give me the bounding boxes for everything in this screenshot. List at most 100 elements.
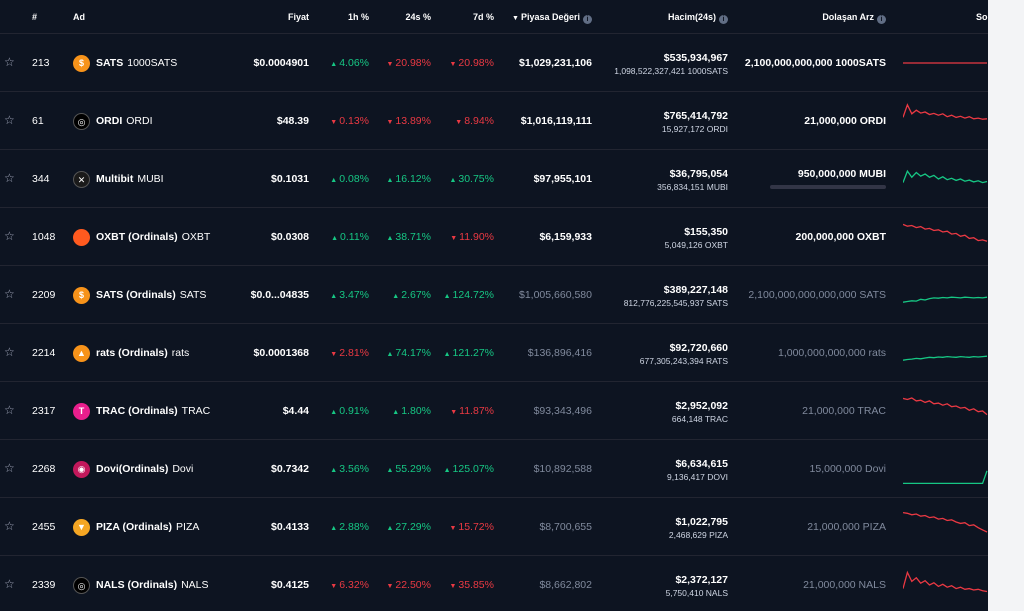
sparkline-chart bbox=[903, 470, 988, 485]
sparkline-chart bbox=[903, 296, 988, 303]
coin-name-link[interactable]: NALS (Ordinals) NALS bbox=[96, 579, 209, 591]
change-24h-cell: ▼ 20.98% bbox=[386, 57, 431, 69]
volume-cell[interactable]: $155,350 bbox=[684, 226, 728, 238]
volume-cell[interactable]: $2,952,092 bbox=[675, 400, 728, 412]
change-1h-cell: ▲ 3.47% bbox=[330, 289, 369, 301]
change-value: 27.29% bbox=[395, 521, 431, 533]
header-supply[interactable]: Dolaşan Arz i bbox=[822, 12, 886, 24]
change-value: 15.72% bbox=[458, 521, 494, 533]
change-value: 125.07% bbox=[452, 463, 494, 475]
oxbt-coin-icon bbox=[73, 229, 90, 246]
change-value: 8.94% bbox=[464, 115, 494, 127]
volume-coin-amount: 5,750,410 NALS bbox=[665, 588, 728, 598]
market-cap-cell: $93,343,496 bbox=[533, 405, 592, 417]
coin-name: Multibit bbox=[96, 173, 134, 185]
coin-name-link[interactable]: ORDI ORDI bbox=[96, 115, 153, 127]
star-icon[interactable]: ☆ bbox=[4, 171, 15, 185]
market-cap-cell: $8,662,802 bbox=[539, 579, 592, 591]
volume-coin-amount: 9,136,417 DOVI bbox=[667, 472, 728, 482]
change-value: 4.06% bbox=[339, 57, 369, 69]
coin-name: PIZA (Ordinals) bbox=[96, 521, 173, 533]
table-row[interactable]: ☆ 2268 ◉ Dovi(Ordinals) Dovi $0.7342 ▲ 3.56% ▲ 55… bbox=[0, 440, 988, 498]
header-last7[interactable]: Son bbox=[976, 12, 988, 22]
header-name[interactable]: Ad bbox=[73, 12, 85, 22]
change-value: 11.87% bbox=[459, 405, 494, 417]
header-supply-label: Dolaşan Arz bbox=[822, 12, 874, 22]
volume-cell[interactable]: $535,934,967 bbox=[663, 52, 728, 64]
star-icon[interactable]: ☆ bbox=[4, 287, 15, 301]
info-icon[interactable]: i bbox=[719, 15, 728, 24]
table-row[interactable]: ☆ 61 ◎ ORDI ORDI $48.39 ▼ 0.13% ▼ 13.89% ▼ 8.94% $1,… bbox=[0, 92, 988, 150]
header-7d[interactable]: 7d % bbox=[472, 12, 494, 22]
volume-cell[interactable]: $1,022,795 bbox=[675, 516, 728, 528]
change-1h-cell: ▼ 0.13% bbox=[330, 115, 369, 127]
caret-down-icon: ▼ bbox=[330, 583, 338, 590]
volume-cell[interactable]: $389,227,148 bbox=[663, 284, 728, 296]
info-icon[interactable]: i bbox=[583, 15, 592, 24]
star-icon[interactable]: ☆ bbox=[4, 461, 15, 475]
coin-name-link[interactable]: Dovi(Ordinals) Dovi bbox=[96, 463, 193, 475]
coin-name-link[interactable]: PIZA (Ordinals) PIZA bbox=[96, 521, 199, 533]
change-7d-cell: ▲ 124.72% bbox=[444, 289, 494, 301]
table-row[interactable]: ☆ 2317 T TRAC (Ordinals) TRAC $4.44 ▲ 0.91% ▲ 1.8… bbox=[0, 382, 988, 440]
change-24h-cell: ▲ 74.17% bbox=[386, 347, 431, 359]
header-market-cap[interactable]: ▼ Piyasa Değeri i bbox=[512, 12, 592, 24]
star-icon[interactable]: ☆ bbox=[4, 519, 15, 533]
change-24h-cell: ▲ 16.12% bbox=[386, 173, 431, 185]
caret-down-icon: ▼ bbox=[330, 351, 338, 358]
circulating-supply-cell: 21,000,000 TRAC bbox=[802, 405, 886, 417]
caret-down-icon: ▼ bbox=[330, 119, 338, 126]
coin-name-link[interactable]: rats (Ordinals) rats bbox=[96, 347, 189, 359]
volume-cell[interactable]: $765,414,792 bbox=[663, 110, 728, 122]
star-icon[interactable]: ☆ bbox=[4, 229, 15, 243]
header-volume[interactable]: Hacim(24s) i bbox=[668, 12, 728, 24]
volume-cell[interactable]: $2,372,127 bbox=[675, 574, 728, 586]
info-icon[interactable]: i bbox=[877, 15, 886, 24]
star-icon[interactable]: ☆ bbox=[4, 345, 15, 359]
change-7d-cell: ▼ 11.87% bbox=[450, 405, 494, 417]
caret-down-icon: ▼ bbox=[386, 583, 394, 590]
table-row[interactable]: ☆ 2209 $ SATS (Ordinals) SATS $0.0...04835 ▲ 3.… bbox=[0, 266, 988, 324]
change-value: 0.91% bbox=[339, 405, 369, 417]
crypto-table: # Ad Fiyat 1h % 24s % 7d % ▼ Piyasa Değer… bbox=[0, 0, 988, 611]
table-row[interactable]: ☆ 2214 ▲ rats (Ordinals) rats $0.0001368 ▼ 2.81… bbox=[0, 324, 988, 382]
table-row[interactable]: ☆ 1048 OXBT (Ordinals) OXBT $0.0308 ▲ 0.11% ▲ 38… bbox=[0, 208, 988, 266]
table-header: # Ad Fiyat 1h % 24s % 7d % ▼ Piyasa Değer… bbox=[0, 0, 988, 34]
coin-symbol: Dovi bbox=[172, 463, 194, 475]
caret-down-icon: ▼ bbox=[449, 583, 457, 590]
change-value: 2.88% bbox=[339, 521, 369, 533]
sparkline-chart bbox=[903, 511, 988, 533]
header-price[interactable]: Fiyat bbox=[287, 12, 309, 22]
header-24h[interactable]: 24s % bbox=[405, 12, 431, 22]
coin-name-link[interactable]: TRAC (Ordinals) TRAC bbox=[96, 405, 210, 417]
header-market-cap-label: Piyasa Değeri bbox=[520, 12, 580, 22]
coin-name-link[interactable]: SATS 1000SATS bbox=[96, 57, 177, 69]
header-1h[interactable]: 1h % bbox=[347, 12, 369, 22]
volume-cell[interactable]: $92,720,660 bbox=[669, 342, 728, 354]
coin-name: SATS bbox=[96, 57, 124, 69]
coin-name: TRAC (Ordinals) bbox=[96, 405, 178, 417]
table-row[interactable]: ☆ 2455 ▼ PIZA (Ordinals) PIZA $0.4133 ▲ 2.88% ▲ 2… bbox=[0, 498, 988, 556]
coin-name: Dovi(Ordinals) bbox=[96, 463, 169, 475]
star-icon[interactable]: ☆ bbox=[4, 55, 15, 69]
coin-symbol: PIZA bbox=[176, 521, 200, 533]
change-1h-cell: ▲ 0.08% bbox=[330, 173, 369, 185]
table-row[interactable]: ☆ 344 ✕ Multibit MUBI $0.1031 ▲ 0.08% ▲ 16.12% ▲ 30… bbox=[0, 150, 988, 208]
coin-name-link[interactable]: Multibit MUBI bbox=[96, 173, 164, 185]
star-icon[interactable]: ☆ bbox=[4, 113, 15, 127]
volume-cell[interactable]: $36,795,054 bbox=[669, 168, 728, 180]
change-1h-cell: ▼ 2.81% bbox=[330, 347, 369, 359]
table-row[interactable]: ☆ 213 $ SATS 1000SATS $0.0004901 ▲ 4.06% ▼ 20.98%… bbox=[0, 34, 988, 92]
caret-up-icon: ▲ bbox=[330, 467, 338, 474]
trac-coin-icon: T bbox=[73, 403, 90, 420]
table-row[interactable]: ☆ 2339 ◎ NALS (Ordinals) NALS $0.4125 ▼ 6.32% ▼ 2… bbox=[0, 556, 988, 611]
volume-cell[interactable]: $6,634,615 bbox=[675, 458, 728, 470]
coin-name-link[interactable]: SATS (Ordinals) SATS bbox=[96, 289, 206, 301]
coin-name-link[interactable]: OXBT (Ordinals) OXBT bbox=[96, 231, 210, 243]
coin-name: ORDI bbox=[96, 115, 123, 127]
star-icon[interactable]: ☆ bbox=[4, 403, 15, 417]
star-icon[interactable]: ☆ bbox=[4, 577, 15, 591]
sparkline-path bbox=[903, 169, 988, 184]
change-value: 16.12% bbox=[395, 173, 431, 185]
header-rank[interactable]: # bbox=[32, 12, 38, 22]
